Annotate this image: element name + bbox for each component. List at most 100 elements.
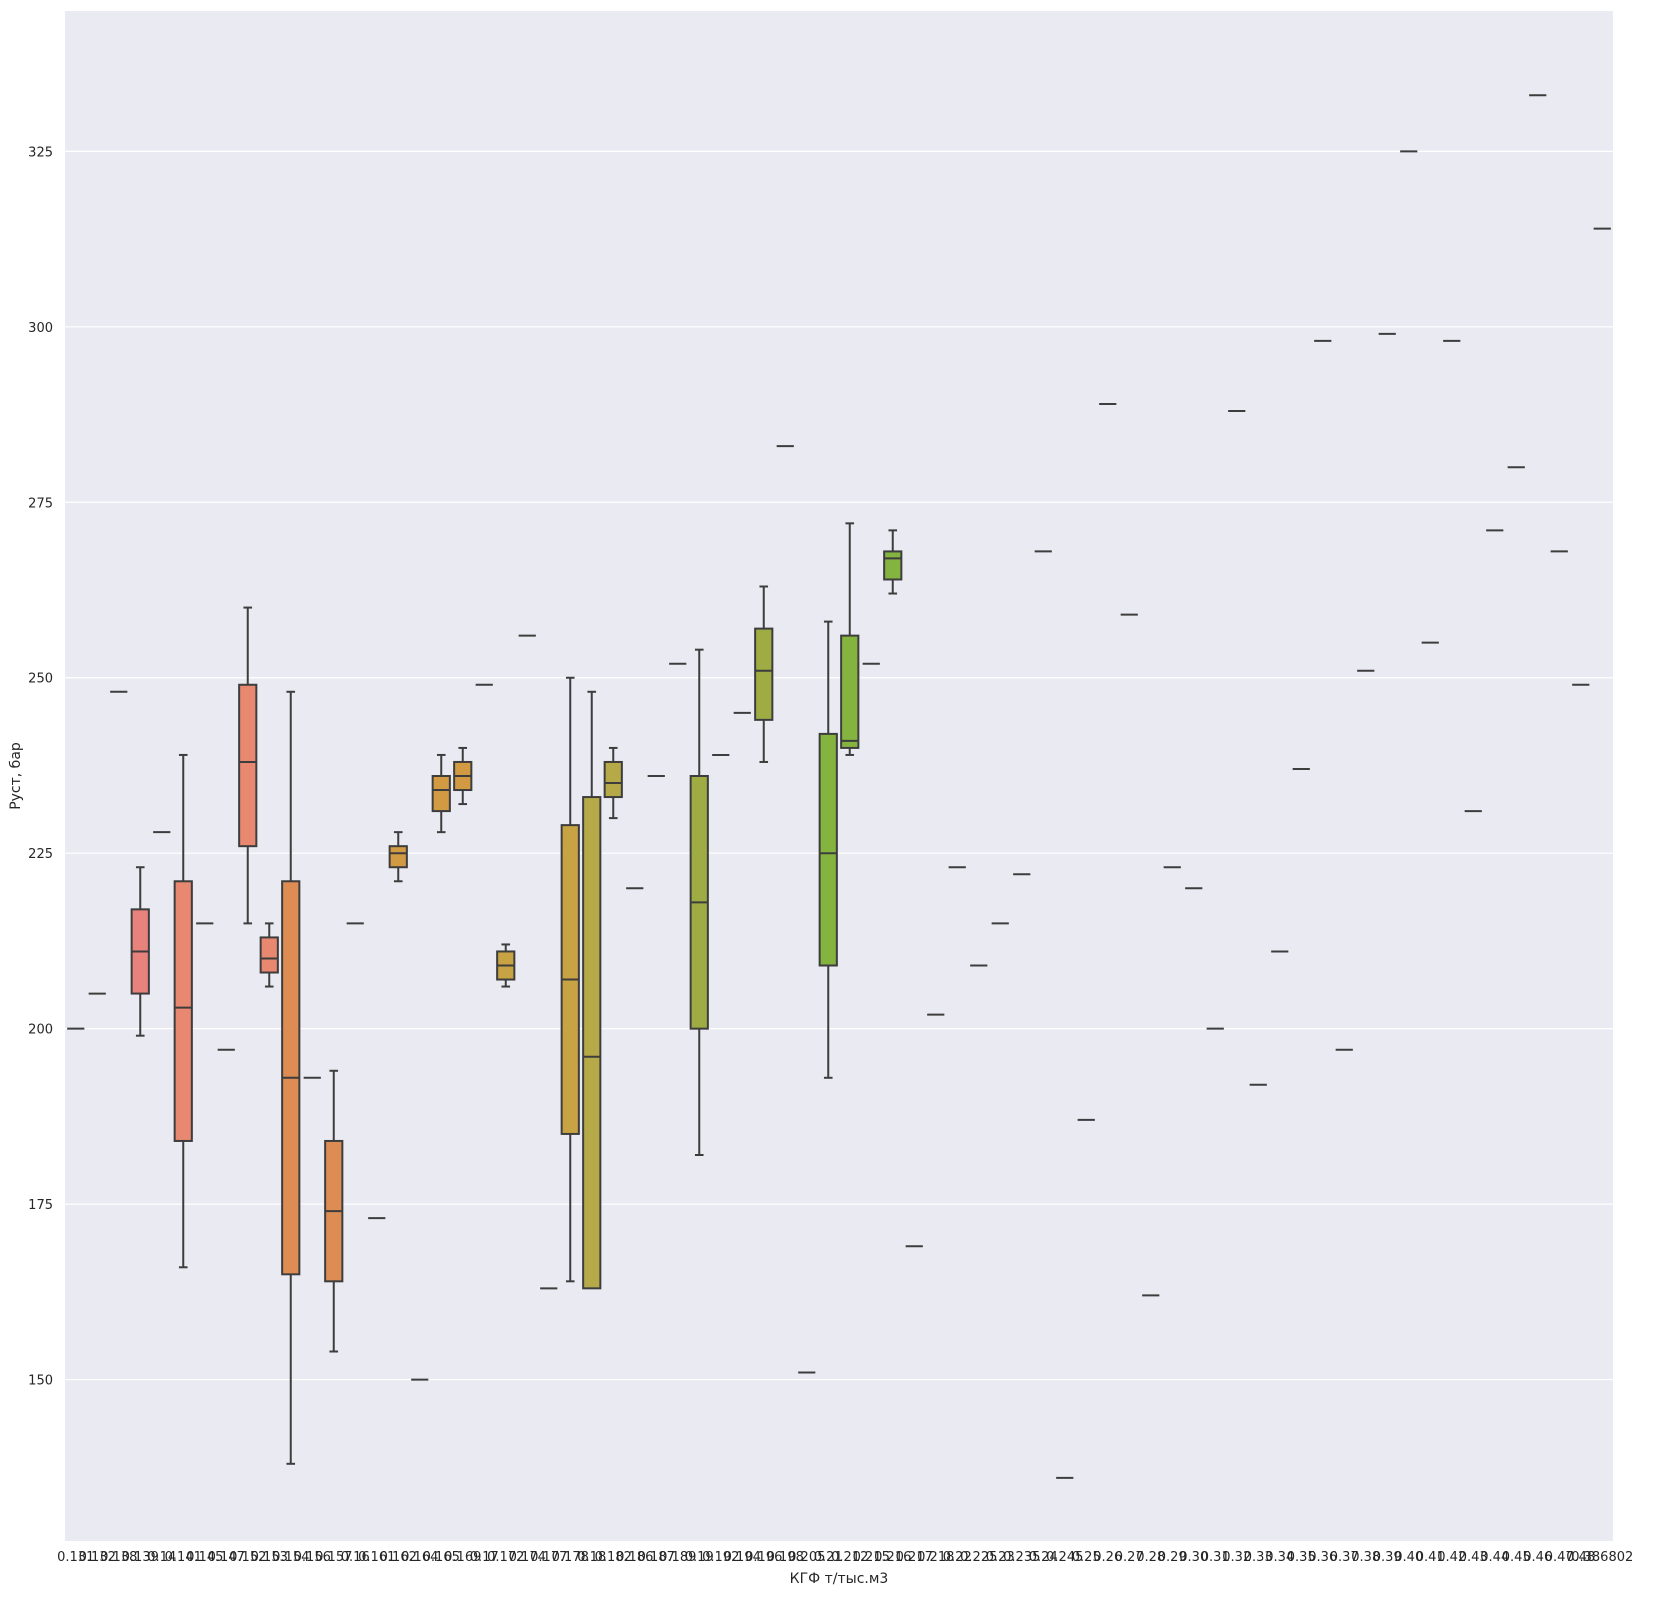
- x-tick-label: 0.164: [401, 1550, 438, 1565]
- iqr-box: [754, 627, 774, 721]
- x-tick-label: 0.35: [1287, 1550, 1316, 1565]
- x-tick-label: 0.147: [208, 1550, 245, 1565]
- x-tick-label: 0.27: [1115, 1550, 1144, 1565]
- x-tick-label: 0.22: [943, 1550, 972, 1565]
- x-tick-label: 0.216: [874, 1550, 911, 1565]
- y-tick-label: 275: [28, 496, 53, 511]
- x-tick-label: 0.141: [165, 1550, 202, 1565]
- x-tick-label: 0.172: [487, 1550, 524, 1565]
- box-0.172: [496, 943, 516, 988]
- x-tick-label: 0.37: [1330, 1550, 1359, 1565]
- x-tick-label: 0.40: [1394, 1550, 1423, 1565]
- box-0.216: [883, 529, 903, 595]
- x-tick-label: 0.48: [1566, 1550, 1595, 1565]
- iqr-box: [582, 796, 602, 1290]
- x-tick-label: 0.138: [100, 1550, 137, 1565]
- y-tick-label: 200: [28, 1023, 53, 1038]
- x-tick-labels: 0.1310.1320.1380.1390.140.1410.1450.1470…: [57, 1550, 1633, 1565]
- x-tick-label: 0.152: [229, 1550, 266, 1565]
- y-tick-labels: 150 175 200 225 250 275 300 325: [28, 145, 53, 1388]
- iqr-box: [883, 550, 903, 581]
- iqr-box: [603, 760, 623, 799]
- iqr-box: [259, 936, 279, 974]
- x-tick-label: 0.45: [1502, 1550, 1531, 1565]
- iqr-box: [388, 845, 408, 869]
- plot-area: [65, 11, 1613, 1541]
- x-tick-label: 0.21: [814, 1550, 843, 1565]
- y-tick-label: 175: [28, 1198, 53, 1213]
- x-tick-label: 0.178: [552, 1550, 589, 1565]
- x-tick-label: 0.25: [1072, 1550, 1101, 1565]
- x-tick-label: 0.198: [767, 1550, 804, 1565]
- x-tick-label: 0.33: [1244, 1550, 1273, 1565]
- x-tick-label: 0.205: [788, 1550, 825, 1565]
- x-tick-label: 0.38: [1351, 1550, 1380, 1565]
- x-tick-label: 0.42: [1437, 1550, 1466, 1565]
- y-tick-label: 325: [28, 145, 53, 160]
- x-tick-label: 0.186: [616, 1550, 653, 1565]
- x-axis-label: КГФ т/тыс.м3: [790, 1571, 889, 1587]
- x-tick-label: 0.187: [638, 1550, 675, 1565]
- y-tick-label: 225: [28, 847, 53, 862]
- x-tick-label: 0.32: [1222, 1550, 1251, 1565]
- boxes-group: [67, 94, 1611, 1479]
- x-tick-label: 0.19: [685, 1550, 714, 1565]
- box-0.19: [689, 648, 709, 1156]
- box-0.169: [453, 746, 473, 806]
- iqr-box: [818, 732, 838, 967]
- x-tick-label: 0.46: [1523, 1550, 1552, 1565]
- x-tick-label: 0.18: [577, 1550, 606, 1565]
- box-0.182: [603, 746, 623, 820]
- gridlines: [65, 150, 1613, 1381]
- x-tick-label: 0.235: [1003, 1550, 1040, 1565]
- x-tick-label: 0.225: [960, 1550, 997, 1565]
- x-tick-label: 0.215: [853, 1550, 890, 1565]
- x-tick-label: 0.212: [831, 1550, 868, 1565]
- x-tick-label: 0.169: [444, 1550, 481, 1565]
- x-tick-label: 0.31: [1201, 1550, 1230, 1565]
- x-tick-label: 0.36: [1308, 1550, 1337, 1565]
- box-0.162: [388, 831, 408, 883]
- x-tick-label: 0.16: [341, 1550, 370, 1565]
- box-0.178: [560, 676, 580, 1283]
- x-tick-label: 0.192: [702, 1550, 739, 1565]
- x-tick-label: 0.34: [1265, 1550, 1294, 1565]
- x-tick-label: 0.41: [1416, 1550, 1445, 1565]
- x-tick-label: 0.194: [724, 1550, 761, 1565]
- x-tick-label: 0.29: [1158, 1550, 1187, 1565]
- iqr-box: [173, 880, 193, 1142]
- x-tick-label: 0.14: [147, 1550, 176, 1565]
- x-tick-label: 0.145: [186, 1550, 223, 1565]
- x-tick-label: 0.386802: [1571, 1550, 1633, 1565]
- box-0.152: [238, 606, 258, 925]
- iqr-box: [431, 775, 451, 813]
- x-tick-label: 0.26: [1093, 1550, 1122, 1565]
- x-tick-label: 0.245: [1046, 1550, 1083, 1565]
- x-tick-label: 0.189: [659, 1550, 696, 1565]
- box-0.18: [582, 690, 602, 1290]
- x-tick-label: 0.17: [470, 1550, 499, 1565]
- x-tick-label: 0.217: [896, 1550, 933, 1565]
- x-tick-label: 0.182: [595, 1550, 632, 1565]
- x-tick-label: 0.153: [251, 1550, 288, 1565]
- x-tick-label: 0.39: [1373, 1550, 1402, 1565]
- box-0.139: [130, 866, 150, 1037]
- x-tick-label: 0.28: [1136, 1550, 1165, 1565]
- y-tick-label: 150: [28, 1374, 53, 1389]
- x-tick-label: 0.177: [530, 1550, 567, 1565]
- x-tick-label: 0.156: [294, 1550, 331, 1565]
- x-tick-label: 0.24: [1029, 1550, 1058, 1565]
- x-tick-label: 0.165: [423, 1550, 460, 1565]
- x-tick-label: 0.44: [1480, 1550, 1509, 1565]
- x-tick-label: 0.162: [380, 1550, 417, 1565]
- x-tick-label: 0.30: [1179, 1550, 1208, 1565]
- y-tick-label: 250: [28, 672, 53, 687]
- box-0.154: [281, 690, 301, 1465]
- x-tick-label: 0.154: [272, 1550, 309, 1565]
- box-0.21: [818, 620, 838, 1079]
- x-tick-label: 0.132: [79, 1550, 116, 1565]
- y-axis-label: Руст, бар: [8, 742, 24, 810]
- x-tick-label: 0.157: [315, 1550, 352, 1565]
- box-0.165: [431, 753, 451, 834]
